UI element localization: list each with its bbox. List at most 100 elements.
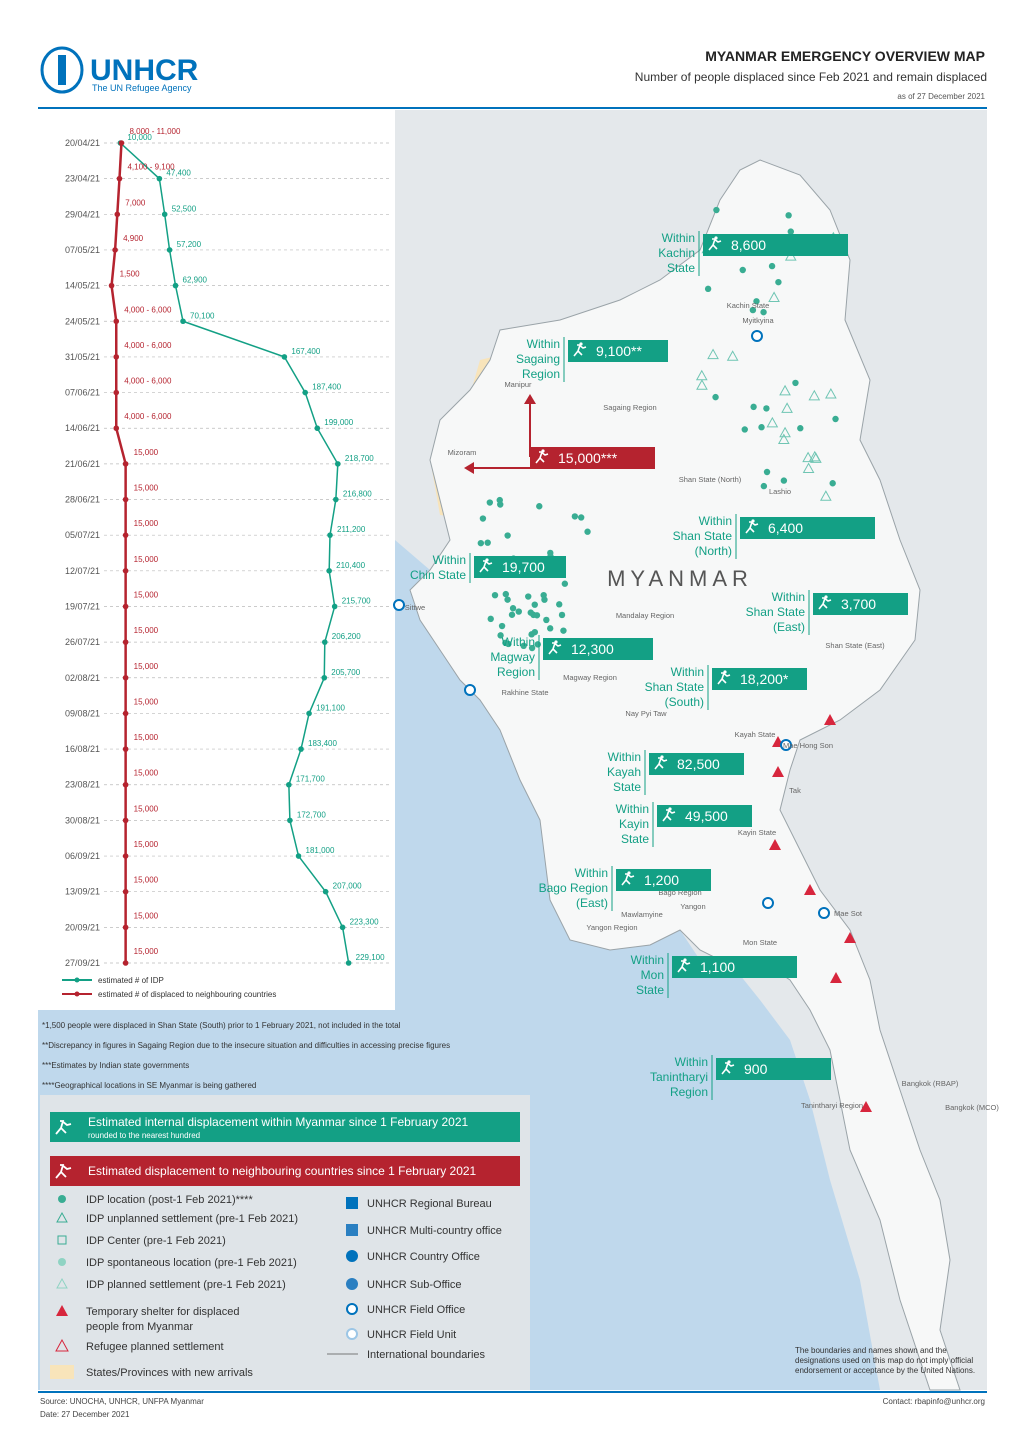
value-label: 7,000	[125, 198, 146, 207]
value-label: 70,100	[190, 311, 215, 320]
callout-label: Mon	[641, 968, 664, 982]
map-symbol	[704, 285, 712, 293]
value-label: 15,000	[134, 697, 159, 706]
date-label: 12/07/21	[65, 566, 100, 576]
callout-label: Bago Region	[539, 881, 608, 895]
callout-label: State	[613, 780, 641, 794]
map-symbol	[760, 482, 768, 490]
date-label: 09/08/21	[65, 708, 100, 718]
map-symbol	[787, 228, 794, 235]
date-label: 05/07/21	[65, 530, 100, 540]
footnote: **Discrepancy in figures in Sagaing Regi…	[42, 1041, 450, 1050]
map-symbol	[504, 596, 511, 603]
legend-icon	[57, 1235, 67, 1245]
map-symbol	[556, 601, 563, 608]
legend-icon	[58, 1195, 66, 1203]
legend-icon	[58, 1258, 66, 1266]
callout-box	[740, 517, 875, 539]
date-label: 06/09/21	[65, 851, 100, 861]
legend-label: International boundaries	[367, 1349, 486, 1361]
callout-box	[616, 869, 711, 891]
runner-icon	[654, 757, 668, 770]
legend-label: IDP location (post-1 Feb 2021)****	[86, 1194, 253, 1206]
legend-icon	[346, 1328, 358, 1340]
legend-label: IDP Center (pre-1 Feb 2021)	[86, 1235, 226, 1247]
map-symbol	[531, 628, 539, 636]
callout-value: 6,400	[768, 520, 803, 536]
legend-label: Temporary shelter for displaced	[86, 1306, 239, 1318]
point	[161, 211, 168, 218]
callout-label: State	[621, 832, 649, 846]
map-symbol	[779, 426, 791, 438]
callout-box	[530, 447, 655, 469]
map-symbol	[802, 451, 814, 463]
value-label: 4,100 - 9,100	[127, 163, 175, 172]
value-label: 215,700	[342, 596, 371, 605]
logo: UNHCR The UN Refugee Agency	[40, 46, 199, 94]
callout-value: 900	[744, 1061, 768, 1077]
callout-value: 18,200*	[740, 671, 789, 687]
office-symbol	[393, 599, 405, 611]
office-symbol	[780, 739, 792, 751]
place-label: Tak	[789, 786, 801, 795]
place-label: Shan State (North)	[679, 475, 742, 484]
point	[122, 888, 129, 895]
map-symbol	[477, 539, 485, 547]
title: MYANMAR EMERGENCY OVERVIEW MAP	[705, 48, 985, 64]
map-symbol	[497, 632, 504, 639]
point	[122, 960, 129, 966]
place-label: Bangkok (MCO)	[945, 1103, 999, 1112]
map-symbol	[785, 212, 792, 219]
legend-icon	[55, 1338, 69, 1352]
timeline: 20/04/21 23/04/21 29/04/21 07/05/21 14/05/21…	[62, 127, 390, 999]
date-label: 31/05/21	[65, 352, 100, 362]
place-label: Tanintharyi Region	[801, 1101, 863, 1110]
map-symbol	[484, 539, 491, 546]
value-label: 15,000	[134, 947, 159, 956]
legend-label: estimated # of displaced to neighbouring…	[98, 990, 276, 999]
legend-banner	[50, 1156, 520, 1186]
legend-icon	[50, 1365, 74, 1379]
runner-icon	[548, 642, 562, 655]
runner-icon	[627, 871, 631, 875]
point	[118, 140, 125, 146]
map-symbol	[763, 468, 771, 476]
place-label: Kayah State	[735, 730, 776, 739]
point	[345, 960, 352, 966]
footnote: ****Geographical locations in SE Myanmar…	[42, 1081, 256, 1090]
legend-label: UNHCR Sub-Office	[367, 1279, 462, 1291]
runner-icon	[55, 1164, 72, 1179]
point	[122, 746, 129, 752]
callout-value: 1,200	[644, 872, 679, 888]
place-label: Shan State (East)	[825, 641, 885, 650]
map-symbol	[505, 640, 512, 648]
callout-label: Kayin	[619, 817, 649, 831]
shelter-symbol	[824, 714, 836, 725]
value-label: 15,000	[134, 448, 159, 457]
point	[302, 389, 309, 396]
point	[295, 853, 302, 859]
legend-label: UNHCR Country Office	[367, 1251, 480, 1263]
date: as of 27 December 2021	[897, 92, 985, 101]
value-label: 52,500	[172, 204, 197, 213]
legend-swatch	[74, 977, 80, 983]
map-symbol	[797, 425, 804, 432]
place-label: Manipur	[504, 380, 532, 389]
point	[298, 746, 304, 752]
point	[281, 354, 288, 360]
callout-label: Magway	[490, 650, 535, 664]
map-symbol	[531, 601, 538, 608]
callout-label: (North)	[695, 544, 732, 558]
date-label: 14/06/21	[65, 423, 100, 433]
runner-icon	[579, 342, 583, 346]
callout-label: Within	[772, 590, 805, 604]
value-label: 15,000	[134, 555, 159, 564]
point	[122, 461, 129, 467]
date-label: 07/05/21	[65, 245, 100, 255]
runner-icon	[683, 958, 687, 962]
runner-icon	[573, 344, 587, 357]
point	[108, 282, 115, 289]
value-label: 47,400	[166, 169, 191, 178]
value-label: 218,700	[345, 454, 374, 463]
callout-label: Shan State	[673, 529, 733, 543]
